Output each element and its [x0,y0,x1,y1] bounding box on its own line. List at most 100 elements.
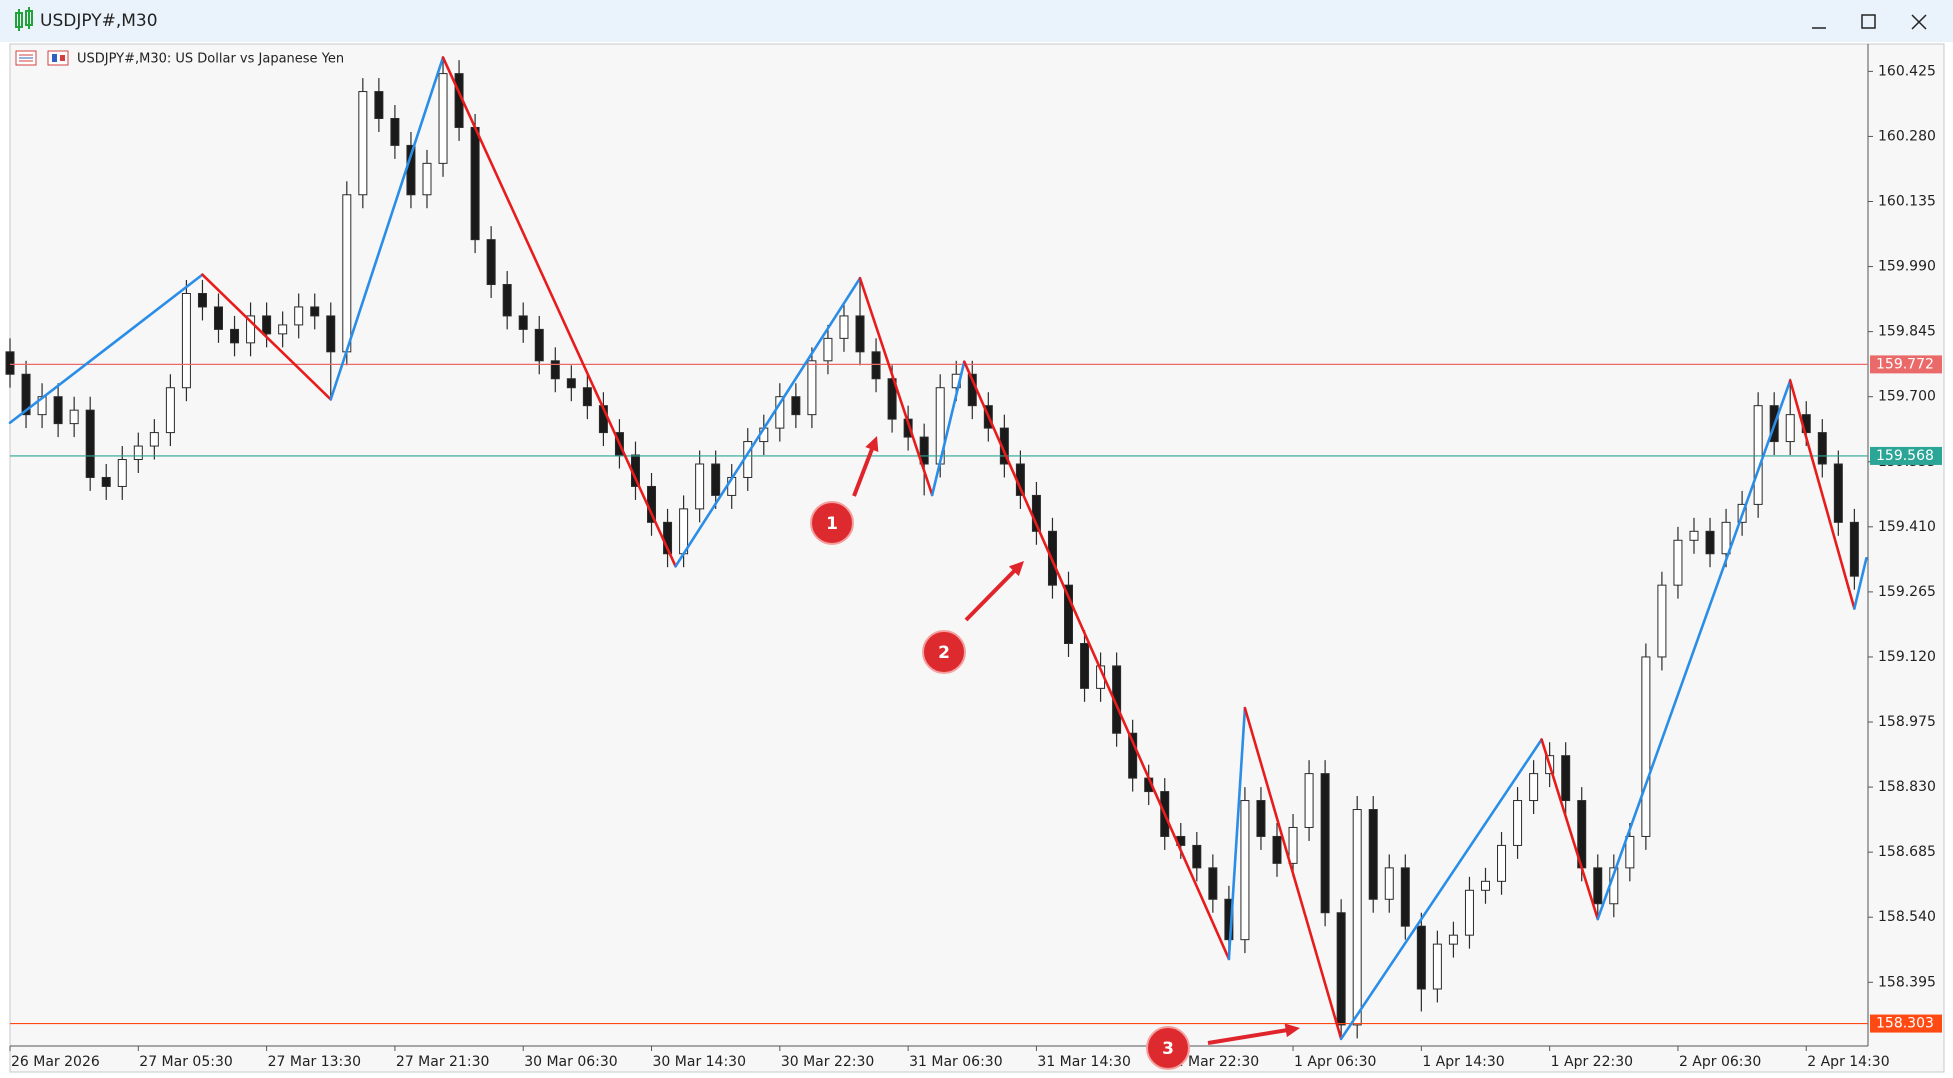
y-tick-label: 158.975 [1878,714,1936,730]
candle-body [775,396,785,429]
candle-body [1625,835,1635,869]
chart-title: USDJPY#,M30: US Dollar vs Japanese Yen [77,52,344,67]
candle-body [230,328,240,344]
candle-body [1448,934,1458,945]
annotation-badge [922,630,966,674]
candle-body [310,306,320,317]
y-tick-label: 159.410 [1878,519,1936,535]
candle-body [53,396,63,425]
candle-body [1272,835,1282,864]
candle-body [278,324,288,335]
candle-body [1320,773,1330,914]
candle-body [1464,889,1474,936]
candle-body [342,194,352,353]
candle-body [1721,521,1731,555]
candle-body [1657,584,1667,658]
price-level-label: 159.568 [1876,448,1934,464]
y-tick-label: 160.135 [1878,194,1936,210]
candle-body [133,445,143,461]
candle-body [1689,530,1699,541]
annotation-arrow [964,566,1019,622]
candle-body [1128,732,1138,779]
candle-body [438,73,448,164]
candle-body [1080,642,1090,689]
annotation-arrow [852,444,876,497]
candle-body [534,328,544,362]
candle-body [1833,463,1843,523]
price-level-tag [1870,355,1942,374]
candle-body [390,117,400,146]
candle-body [262,315,272,335]
candle-body [1673,539,1683,586]
x-tick-label: 30 Mar 06:30 [524,1054,617,1070]
price-level-label: 159.772 [1876,356,1934,372]
maximize-button[interactable] [1861,14,1876,29]
zigzag-segment [962,360,1231,961]
candle-body [213,306,223,330]
y-tick-label: 158.830 [1878,779,1936,795]
candle-body [326,315,336,353]
x-tick-label: 1 Apr 22:30 [1551,1054,1633,1070]
y-tick-label: 159.990 [1878,259,1936,275]
candle-body [791,396,801,416]
candle-body [486,239,496,286]
x-tick-label: 31 Mar 22:30 [1166,1054,1259,1070]
y-tick-label: 158.685 [1878,844,1936,860]
close-button[interactable] [1911,14,1927,30]
price-level-label: 158.303 [1876,1016,1934,1032]
x-tick-label: 26 Mar 2026 [11,1054,100,1070]
chart-area [9,43,1945,1073]
candle-body [1256,800,1266,837]
annotation-badge [810,501,854,545]
zigzag-segment [1540,738,1600,921]
candle-body [502,284,512,317]
y-tick-label: 158.540 [1878,909,1936,925]
candle-body [518,315,528,330]
candle-body [839,315,849,339]
candle-body [1593,867,1603,905]
y-tick-label: 159.845 [1878,324,1936,340]
candle-body [181,292,191,389]
candle-body [695,463,705,510]
candle-body [871,351,881,380]
candle-body [711,463,721,496]
candle-body [1240,800,1250,941]
candle-body [1480,880,1490,891]
candle-body [919,436,929,465]
x-tick-label: 1 Apr 14:30 [1422,1054,1504,1070]
candle-body [1513,800,1523,846]
annotation-badge [1146,1026,1190,1070]
candle-body [1529,773,1539,802]
candle-body [1368,809,1378,900]
x-tick-label: 27 Mar 21:30 [396,1054,489,1070]
candle-body [1416,925,1426,990]
x-tick-label: 30 Mar 14:30 [653,1054,746,1070]
x-tick-label: 31 Mar 14:30 [1037,1054,1130,1070]
x-tick-label: 2 Apr 06:30 [1679,1054,1761,1070]
candle-body [358,91,368,196]
candle-body [1705,530,1715,555]
candle-body [1192,844,1202,869]
candle-body [1497,844,1507,882]
window-title: USDJPY#,M30 [40,11,158,31]
candle-body [1384,867,1394,900]
annotation-arrowhead [865,436,879,452]
candle-body [1400,867,1410,927]
candle-body [1641,656,1651,837]
y-tick-label: 159.265 [1878,584,1936,600]
candle-body [101,476,111,487]
y-tick-label: 158.395 [1878,974,1936,990]
candle-body [165,387,175,434]
candle-body [294,306,304,326]
candle-body [1785,414,1795,443]
annotation-label: 3 [1162,1039,1174,1059]
zigzag-segment [329,56,445,401]
candle-body [5,351,15,375]
price-level-tag [1870,1014,1942,1033]
candle-body [470,126,480,241]
x-tick-label: 30 Mar 22:30 [781,1054,874,1070]
zigzag-segment [8,273,204,425]
candle-body [117,459,127,487]
